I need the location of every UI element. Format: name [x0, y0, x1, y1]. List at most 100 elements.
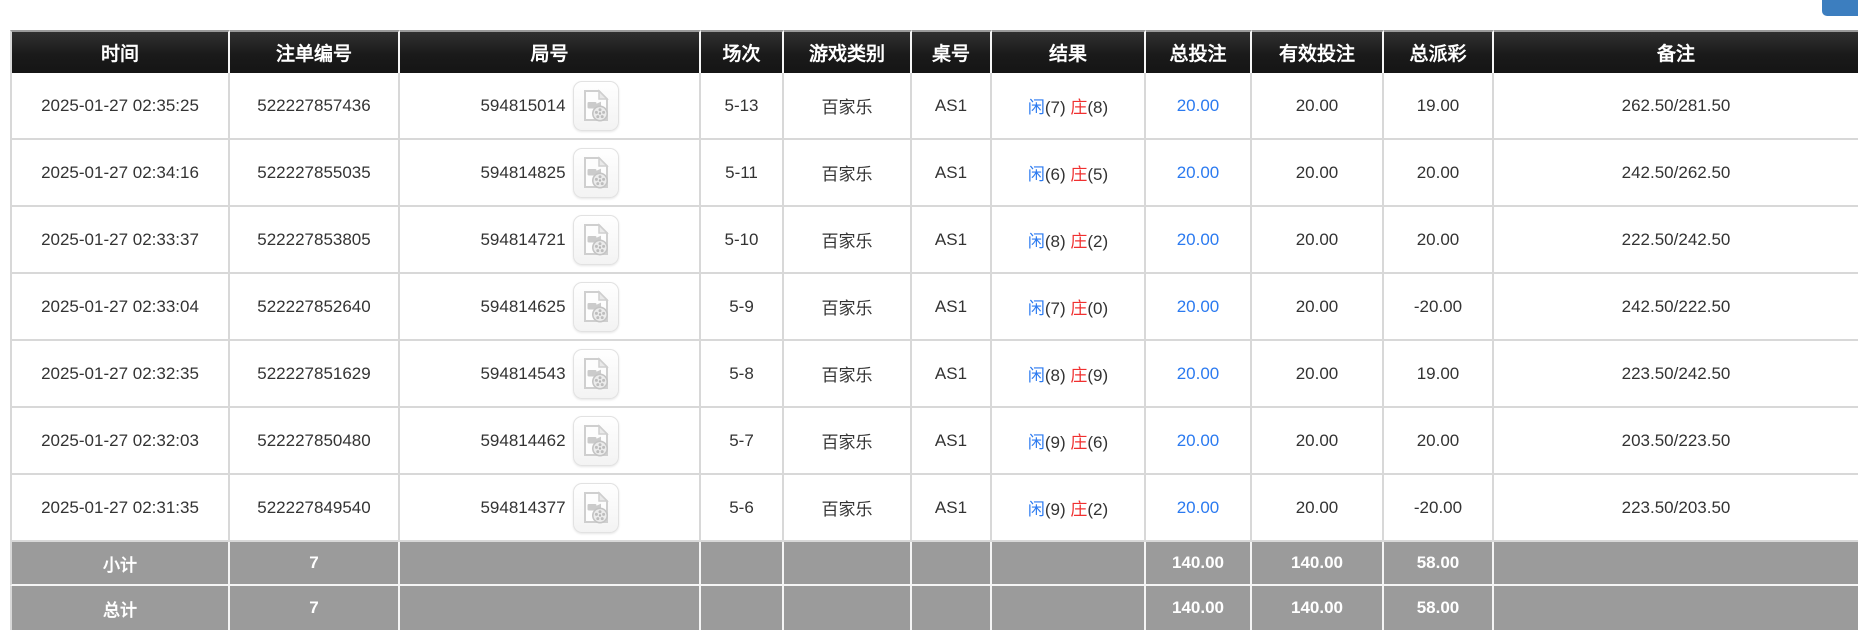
bet-no-cell: 522227857436 [230, 73, 400, 140]
total-bet-cell: 20.00 [1146, 207, 1252, 274]
player-result-label: 闲 [1027, 232, 1045, 251]
payout-cell: 20.00 [1384, 408, 1494, 475]
total-bet-cell: 20.00 [1146, 274, 1252, 341]
banker-points: (6) [1087, 433, 1109, 452]
player-result-label: 闲 [1027, 433, 1045, 452]
remark-cell: 203.50/223.50 [1494, 408, 1858, 475]
time-cell: 2025-01-27 02:33:37 [10, 207, 230, 274]
time-cell: 2025-01-27 02:35:25 [10, 73, 230, 140]
video-replay-icon[interactable] [572, 482, 619, 533]
empty-cell [784, 586, 912, 630]
total-bet-link[interactable]: 20.00 [1176, 95, 1220, 115]
valid-bet-cell: 20.00 [1252, 341, 1384, 408]
empty-cell [912, 542, 992, 586]
total-bet-link[interactable]: 20.00 [1176, 296, 1220, 316]
banker-result-label: 庄 [1070, 299, 1088, 318]
empty-cell [992, 542, 1146, 586]
table-no-cell: AS1 [912, 341, 992, 408]
remark-cell: 223.50/242.50 [1494, 341, 1858, 408]
result-cell: 闲(9) 庄(6) [992, 408, 1146, 475]
round-no-text: 594814721 [480, 229, 566, 249]
round-no-cell: 594814825 [400, 140, 701, 207]
valid-bet-cell: 20.00 [1252, 73, 1384, 140]
payout-cell: -20.00 [1384, 475, 1494, 542]
player-points: (9) [1044, 500, 1066, 519]
player-points: (8) [1044, 232, 1066, 251]
session-cell: 5-9 [701, 274, 784, 341]
round-no-cell: 594814543 [400, 341, 701, 408]
video-replay-icon[interactable] [572, 147, 619, 198]
top-right-partial-button[interactable] [1822, 0, 1858, 16]
session-cell: 5-6 [701, 475, 784, 542]
video-replay-icon[interactable] [572, 415, 619, 466]
player-points: (7) [1044, 98, 1066, 117]
result-cell: 闲(8) 庄(2) [992, 207, 1146, 274]
banker-result-label: 庄 [1070, 433, 1088, 452]
player-points: (9) [1044, 433, 1066, 452]
banker-result-label: 庄 [1070, 98, 1088, 117]
bet-history-table: 时间 注单编号 局号 场次 游戏类别 桌号 结果 总投注 有效投注 总派彩 备注… [10, 30, 1858, 630]
table-no-cell: AS1 [912, 73, 992, 140]
video-replay-icon[interactable] [572, 348, 619, 399]
time-cell: 2025-01-27 02:31:35 [10, 475, 230, 542]
empty-cell [912, 586, 992, 630]
result-cell: 闲(7) 庄(0) [992, 274, 1146, 341]
remark-cell: 222.50/242.50 [1494, 207, 1858, 274]
total-bet-link[interactable]: 20.00 [1176, 363, 1220, 383]
subtotal-payout: 58.00 [1384, 542, 1494, 586]
round-no-text: 594814543 [480, 363, 566, 383]
subtotal-label: 小计 [10, 542, 230, 586]
bet-row: 2025-01-27 02:33:37 522227853805 5948147… [10, 207, 1858, 274]
bet-no-cell: 522227852640 [230, 274, 400, 341]
total-bet-cell: 20.00 [1146, 73, 1252, 140]
payout-cell: 19.00 [1384, 341, 1494, 408]
video-replay-icon[interactable] [572, 281, 619, 332]
payout-cell: 20.00 [1384, 207, 1494, 274]
player-result-label: 闲 [1027, 98, 1045, 117]
round-no-text: 594814462 [480, 430, 566, 450]
round-no-cell: 594814377 [400, 475, 701, 542]
col-header-payout: 总派彩 [1384, 30, 1494, 73]
total-bet-link[interactable]: 20.00 [1176, 430, 1220, 450]
grand-total-count: 7 [230, 586, 400, 630]
game-type-cell: 百家乐 [784, 73, 912, 140]
col-header-time: 时间 [10, 30, 230, 73]
player-result-label: 闲 [1027, 299, 1045, 318]
grand-total-total-bet: 140.00 [1146, 586, 1252, 630]
banker-points: (8) [1087, 98, 1109, 117]
video-replay-icon[interactable] [572, 214, 619, 265]
total-bet-link[interactable]: 20.00 [1176, 497, 1220, 517]
bet-no-cell: 522227855035 [230, 140, 400, 207]
result-cell: 闲(6) 庄(5) [992, 140, 1146, 207]
round-no-cell: 594815014 [400, 73, 701, 140]
time-cell: 2025-01-27 02:34:16 [10, 140, 230, 207]
header-row: 时间 注单编号 局号 场次 游戏类别 桌号 结果 总投注 有效投注 总派彩 备注 [10, 30, 1858, 73]
bet-row: 2025-01-27 02:33:04 522227852640 5948146… [10, 274, 1858, 341]
remark-cell: 223.50/203.50 [1494, 475, 1858, 542]
table-no-cell: AS1 [912, 140, 992, 207]
col-header-round-no: 局号 [400, 30, 701, 73]
total-bet-link[interactable]: 20.00 [1176, 229, 1220, 249]
player-result-label: 闲 [1027, 366, 1045, 385]
banker-points: (2) [1087, 232, 1109, 251]
table-no-cell: AS1 [912, 207, 992, 274]
round-no-text: 594814625 [480, 296, 566, 316]
table-no-cell: AS1 [912, 274, 992, 341]
player-points: (6) [1044, 165, 1066, 184]
bet-no-cell: 522227853805 [230, 207, 400, 274]
valid-bet-cell: 20.00 [1252, 408, 1384, 475]
video-replay-icon[interactable] [572, 80, 619, 131]
total-bet-link[interactable]: 20.00 [1176, 162, 1220, 182]
banker-points: (5) [1087, 165, 1109, 184]
banker-result-label: 庄 [1070, 232, 1088, 251]
table-no-cell: AS1 [912, 408, 992, 475]
col-header-bet-no: 注单编号 [230, 30, 400, 73]
grand-total-label: 总计 [10, 586, 230, 630]
payout-cell: -20.00 [1384, 274, 1494, 341]
total-bet-cell: 20.00 [1146, 408, 1252, 475]
player-points: (7) [1044, 299, 1066, 318]
col-header-table-no: 桌号 [912, 30, 992, 73]
total-bet-cell: 20.00 [1146, 475, 1252, 542]
subtotal-total-bet: 140.00 [1146, 542, 1252, 586]
valid-bet-cell: 20.00 [1252, 475, 1384, 542]
